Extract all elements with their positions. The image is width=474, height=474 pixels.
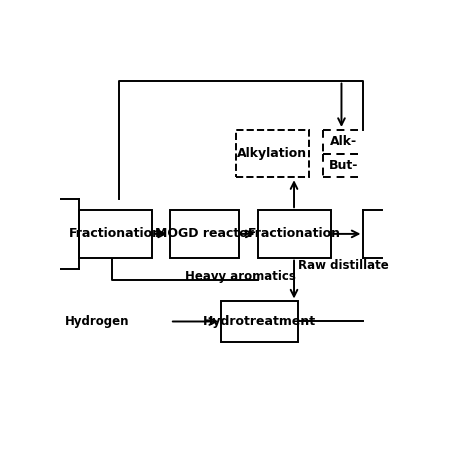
Text: But-: But- [328, 159, 358, 172]
Text: Fractionation: Fractionation [69, 228, 162, 240]
Text: Heavy aromatics: Heavy aromatics [184, 270, 295, 283]
Text: Hydrogen: Hydrogen [65, 315, 130, 328]
Text: Raw distillate: Raw distillate [298, 259, 388, 272]
Text: MOGD reactor: MOGD reactor [155, 228, 254, 240]
Bar [79, 210, 152, 258]
Bar [257, 210, 330, 258]
Text: Hydrotreatment: Hydrotreatment [203, 315, 316, 328]
Text: Fractionation: Fractionation [247, 228, 340, 240]
Text: Alkylation: Alkylation [237, 147, 307, 160]
Bar [236, 130, 309, 177]
Bar [221, 301, 298, 342]
Bar [170, 210, 239, 258]
Text: Alk-: Alk- [330, 135, 357, 148]
